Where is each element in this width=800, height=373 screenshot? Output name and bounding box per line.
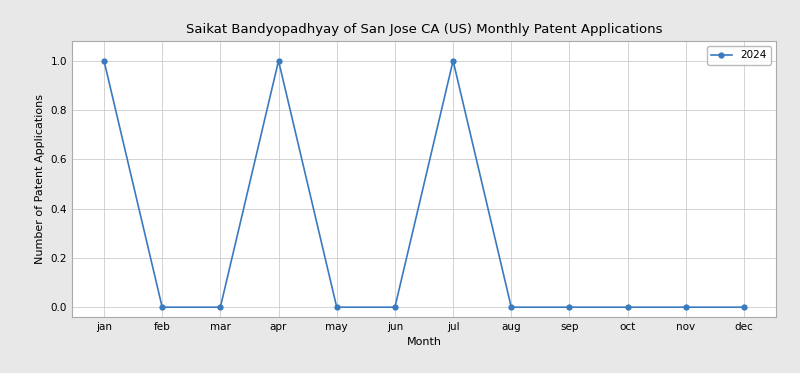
Title: Saikat Bandyopadhyay of San Jose CA (US) Monthly Patent Applications: Saikat Bandyopadhyay of San Jose CA (US)… <box>186 23 662 36</box>
Legend: 2024: 2024 <box>707 46 770 65</box>
2024 <box>623 305 633 310</box>
2024 <box>99 59 109 63</box>
2024 <box>332 305 342 310</box>
2024 <box>681 305 690 310</box>
X-axis label: Month: Month <box>406 338 442 348</box>
2024 <box>274 59 283 63</box>
2024 <box>215 305 225 310</box>
2024 <box>390 305 400 310</box>
2024 <box>448 59 458 63</box>
2024 <box>158 305 167 310</box>
2024 <box>739 305 749 310</box>
2024 <box>565 305 574 310</box>
Y-axis label: Number of Patent Applications: Number of Patent Applications <box>35 94 45 264</box>
2024 <box>506 305 516 310</box>
Line: 2024: 2024 <box>102 58 746 310</box>
